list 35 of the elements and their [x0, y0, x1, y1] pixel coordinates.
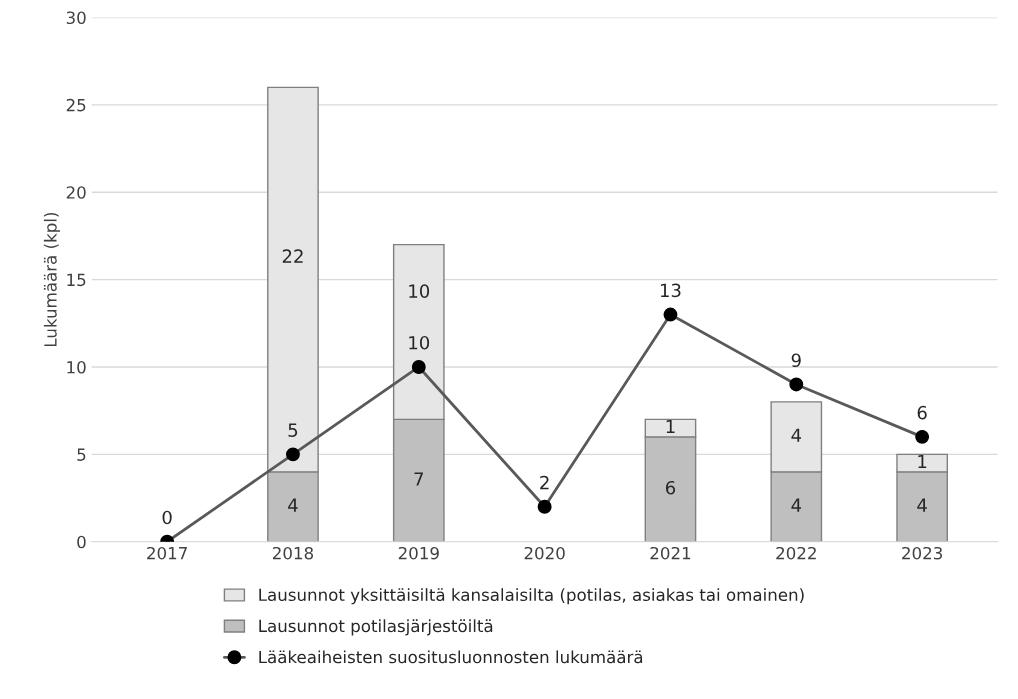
x-tick-label: 2023	[902, 546, 943, 560]
data-label: 4	[791, 428, 802, 442]
y-tick-label: 10	[67, 360, 86, 374]
data-label: 9	[791, 353, 801, 368]
data-label: 2	[540, 475, 549, 490]
y-tick-label: 30	[66, 11, 86, 25]
data-label: 4	[917, 498, 927, 512]
data-label: 10	[409, 284, 430, 298]
data-label: 13	[660, 283, 681, 298]
y-tick-label: 0	[77, 535, 86, 549]
data-label: 4	[288, 498, 298, 512]
data-label: 0	[162, 510, 172, 525]
y-tick-label: 25	[66, 98, 86, 112]
y-tick-label: 5	[77, 448, 86, 461]
legend-label: Lausunnot yksittäisiltä kansalaisilta (potilas, asiakas tai omainen)	[259, 588, 804, 605]
x-tick-label: 2018	[272, 546, 314, 560]
y-axis-title: Lukumäärä (kpl)	[43, 212, 60, 347]
legend-label: Lääkeaiheisten suositusluonnosten lukumäärä	[259, 650, 643, 664]
x-tick-label: 2020	[524, 546, 565, 560]
data-label: 6	[665, 480, 676, 495]
legend-label: Lausunnot potilasjärjestöiltä	[259, 619, 493, 636]
data-label: 1	[666, 419, 675, 434]
y-tick-label: 20	[66, 186, 86, 199]
x-tick-label: 2021	[650, 546, 691, 560]
data-label: 4	[791, 498, 802, 512]
data-label: 10	[409, 335, 430, 350]
data-label: 22	[282, 249, 303, 263]
data-label: 7	[414, 472, 423, 486]
data-label: 6	[917, 405, 927, 420]
data-label: 1	[918, 454, 927, 469]
x-tick-label: 2019	[398, 546, 439, 560]
x-tick-label: 2017	[147, 546, 187, 560]
y-tick-label: 15	[67, 273, 86, 287]
x-tick-label: 2022	[776, 546, 816, 560]
data-label: 5	[288, 423, 298, 437]
